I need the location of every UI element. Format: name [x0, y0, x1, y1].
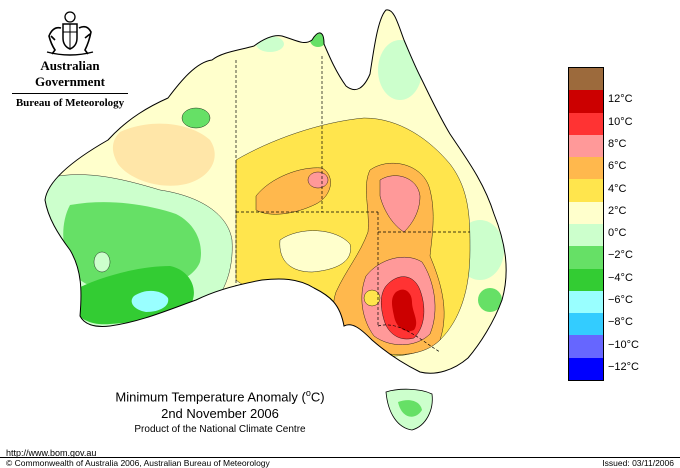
legend-label: 12°C [608, 93, 633, 106]
header-rule [12, 93, 128, 94]
legend-label: 2°C [608, 204, 627, 217]
legend-label: 4°C [608, 182, 627, 195]
legend-label: −10°C [608, 338, 640, 351]
bureau-name: Bureau of Meteorology [15, 97, 125, 109]
issued-date: Issued: 03/11/2006 [602, 458, 674, 468]
source-url[interactable]: http://www.bom.gov.au [6, 448, 97, 458]
legend-label: −6°C [608, 294, 633, 306]
legend-swatch [569, 335, 603, 358]
legend-label: −2°C [608, 249, 633, 262]
legend-swatch [569, 223, 603, 247]
legend-label: −4°C [608, 271, 633, 284]
legend-swatch [569, 112, 603, 135]
anomaly-map [44, 9, 507, 431]
legend-swatch [569, 313, 603, 336]
map-title-prefix: Minimum Temperature Anomaly ( [115, 389, 306, 405]
legend-swatch [569, 357, 603, 380]
legend-swatch [569, 157, 603, 180]
footer-divider [0, 457, 680, 458]
map-date: 2nd November 2006 [161, 406, 279, 421]
copyright-text: © Commonwealth of Australia 2006, Austra… [6, 458, 270, 468]
legend-label: 0°C [608, 227, 627, 240]
legend-label: 10°C [608, 115, 633, 128]
map-title: Minimum Temperature Anomaly (oC) [110, 388, 330, 404]
agency-header: Australian Government Bureau of Meteorol… [8, 10, 132, 109]
color-legend [568, 67, 604, 381]
coat-of-arms-icon [46, 11, 94, 56]
map-title-unit: C) [310, 389, 325, 405]
legend-swatch [569, 90, 603, 113]
legend-label: −12°C [608, 360, 640, 373]
legend-swatch [569, 201, 603, 224]
legend-swatch [569, 268, 603, 291]
map-producer: Product of the National Climate Centre [134, 424, 306, 435]
map-title-degree: o [305, 388, 311, 398]
legend-swatch [569, 290, 603, 314]
legend-swatch [569, 134, 603, 158]
government-name: Australian Government [34, 58, 106, 89]
legend-swatch [569, 179, 603, 202]
legend-swatch [569, 246, 603, 269]
legend-label: 6°C [608, 160, 627, 173]
legend-label: −8°C [608, 316, 633, 329]
legend-swatch [569, 68, 603, 91]
legend-label: 8°C [608, 138, 627, 150]
